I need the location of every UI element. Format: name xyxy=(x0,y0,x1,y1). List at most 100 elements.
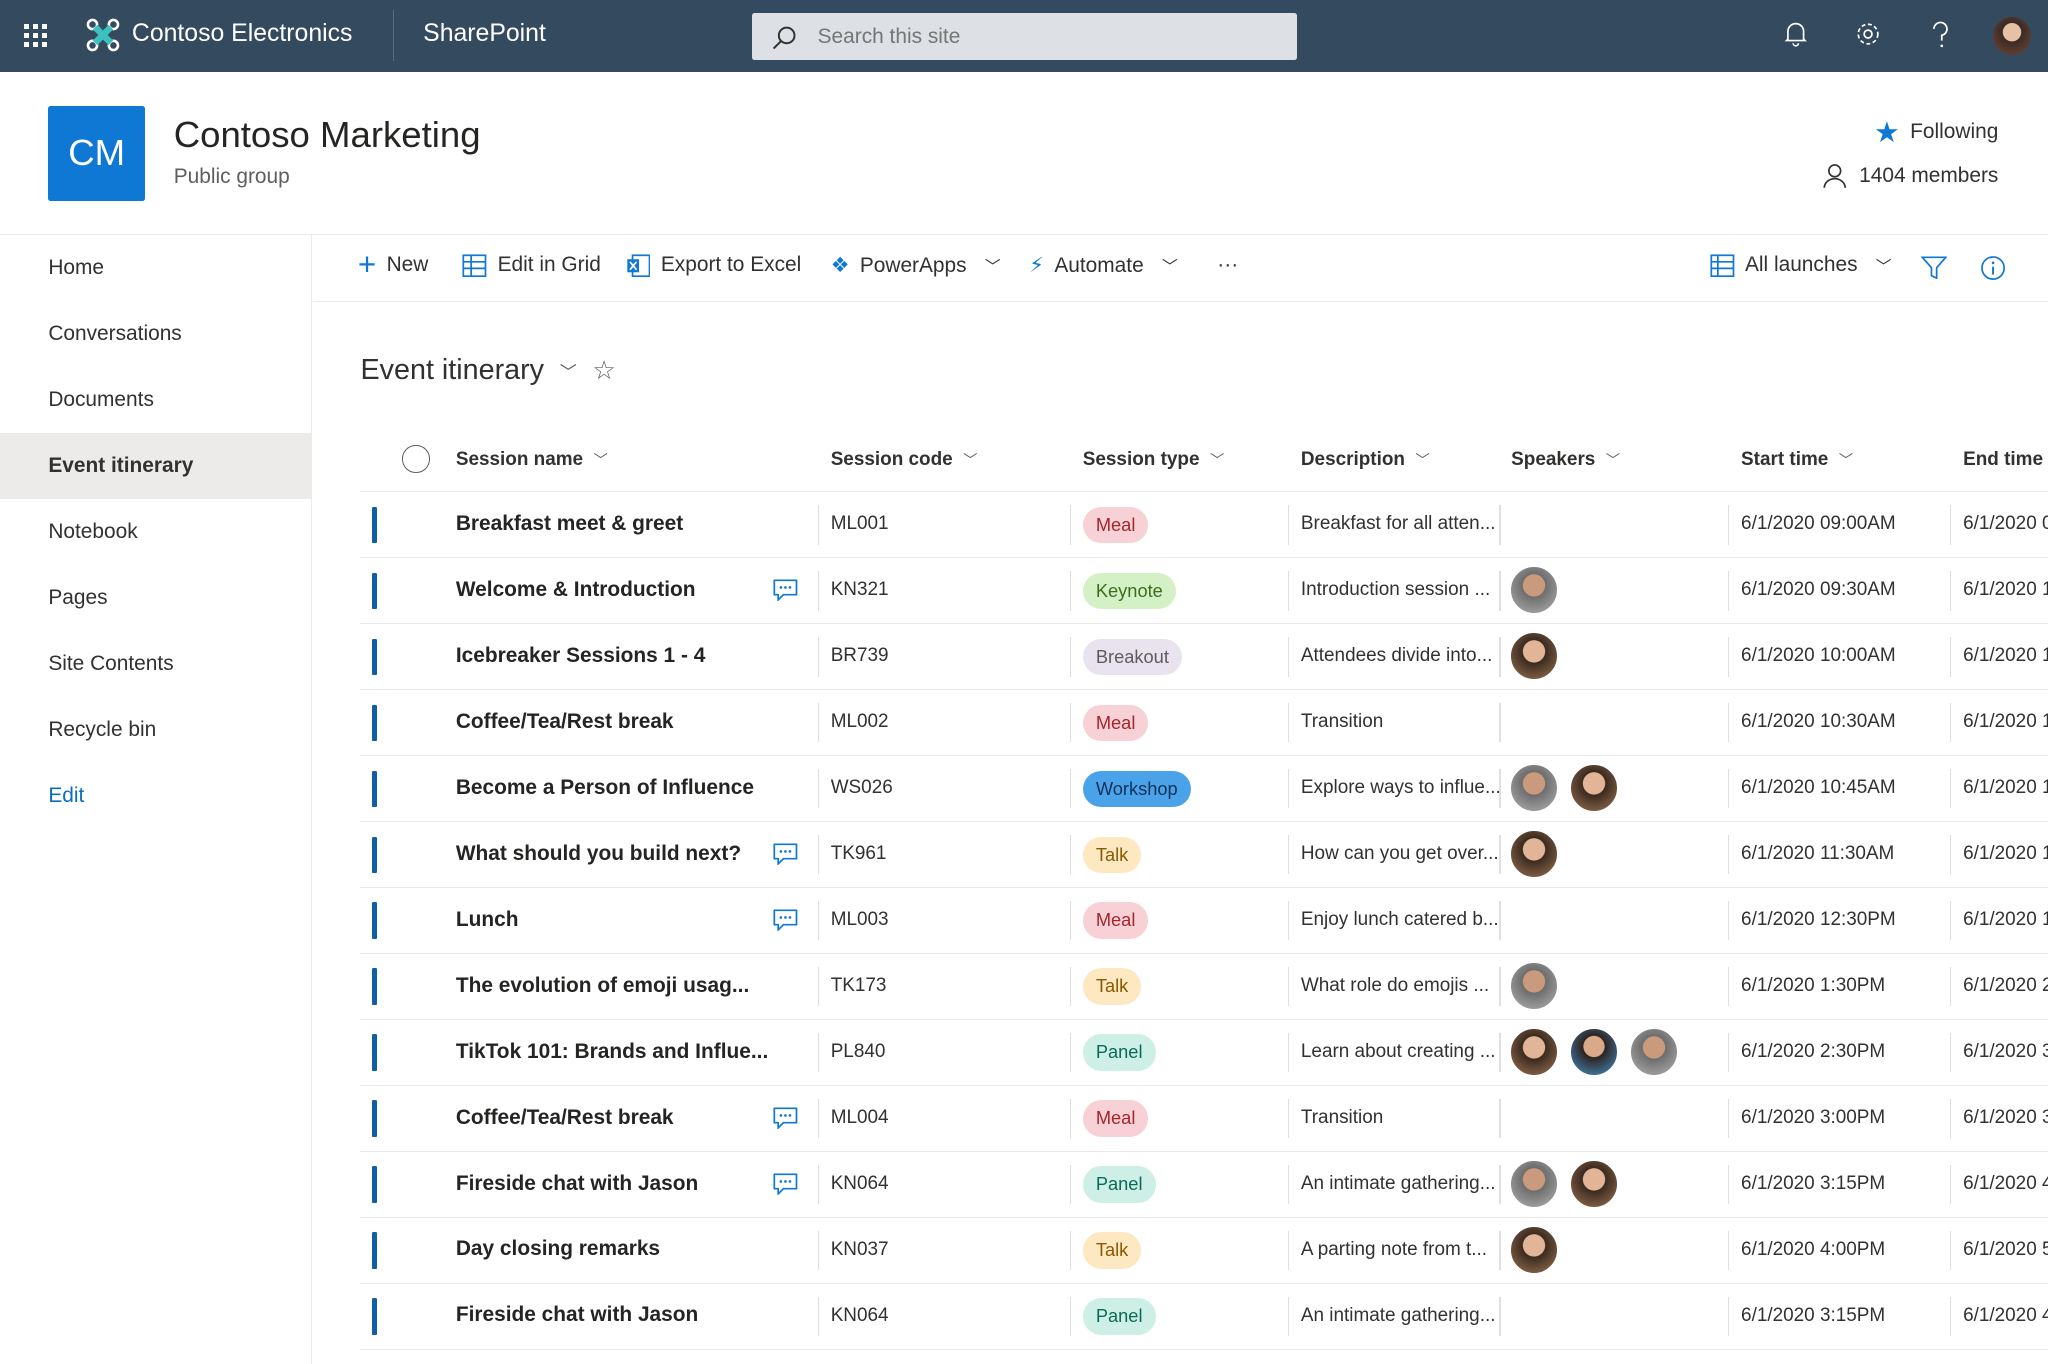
notifications-bell-icon[interactable] xyxy=(1784,21,1808,47)
powerapps-menu[interactable]: ❖ PowerApps ﹀ xyxy=(831,253,1001,278)
list-title[interactable]: Event itinerary xyxy=(360,353,545,386)
table-row[interactable]: Coffee/Tea/Rest break ML004 Meal Transition… xyxy=(360,1086,2048,1152)
chevron-down-icon: ﹀ xyxy=(1209,453,1225,470)
brand-name[interactable]: Contoso Electronics xyxy=(131,19,353,47)
session-code: BR739 xyxy=(830,645,889,667)
column-divider xyxy=(1069,967,1071,1007)
site-logo[interactable]: CM xyxy=(48,105,145,202)
column-header-end-time[interactable]: End time xyxy=(1963,449,2043,471)
speaker-avatar[interactable] xyxy=(1509,764,1559,813)
info-icon[interactable] xyxy=(1980,255,2006,281)
new-button[interactable]: + New xyxy=(358,249,429,280)
speaker-avatar[interactable] xyxy=(1509,1225,1559,1275)
table-row[interactable]: Breakfast meet & greet ML001 Meal Breakfast… xyxy=(360,492,2048,559)
app-launcher-icon[interactable] xyxy=(23,23,49,49)
column-divider xyxy=(817,1099,819,1139)
select-all-checkbox[interactable] xyxy=(402,445,430,473)
session-name[interactable]: Coffee/Tea/Rest break xyxy=(455,1105,674,1129)
column-divider xyxy=(1287,703,1290,743)
column-header-start-time[interactable]: Start time ﹀ xyxy=(1741,449,1853,471)
table-row[interactable]: Icebreaker Sessions 1 - 4 BR739 Breakout At… xyxy=(360,624,2048,691)
help-icon[interactable] xyxy=(1930,21,1951,50)
search-input[interactable] xyxy=(817,13,1275,61)
nav-item-event-itinerary[interactable]: Event itinerary xyxy=(0,432,312,499)
view-selector[interactable]: All launches ﹀ xyxy=(1710,253,1891,277)
session-type-badge: Keynote xyxy=(1082,572,1176,610)
comment-icon[interactable] xyxy=(773,843,798,871)
table-row[interactable]: Fireside chat with Jason KN064 Panel An int… xyxy=(360,1284,2048,1350)
members-button[interactable]: 1404 members xyxy=(1823,163,1998,189)
session-type-badge: Panel xyxy=(1082,1034,1156,1071)
session-name[interactable]: The evolution of emoji usag... xyxy=(455,973,750,997)
app-name[interactable]: SharePoint xyxy=(423,19,546,47)
table-row[interactable]: Lunch ML003 Meal Enjoy lunch catered b... 6/… xyxy=(360,888,2048,955)
session-name[interactable]: Icebreaker Sessions 1 - 4 xyxy=(455,643,706,667)
filter-icon[interactable] xyxy=(1921,256,1948,280)
table-row[interactable]: Day closing remarks KN037 Talk A parting no… xyxy=(360,1218,2048,1284)
session-name[interactable]: Become a Person of Influence xyxy=(455,775,754,799)
nav-item-conversations[interactable]: Conversations xyxy=(48,322,182,346)
session-name[interactable]: Fireside chat with Jason xyxy=(455,1171,699,1195)
nav-item-documents[interactable]: Documents xyxy=(48,388,154,411)
following-button[interactable]: ★ Following xyxy=(1874,115,1998,150)
session-type-badge: Meal xyxy=(1082,902,1149,940)
session-code: TK173 xyxy=(830,974,887,996)
edit-in-grid-button[interactable]: Edit in Grid xyxy=(462,253,601,277)
chevron-down-icon[interactable]: ﹀ xyxy=(559,362,577,382)
column-header-speakers[interactable]: Speakers ﹀ xyxy=(1511,449,1620,471)
speaker-avatar[interactable] xyxy=(1630,1027,1679,1077)
table-row[interactable]: Become a Person of Influence WS026 Worksho… xyxy=(360,756,2048,823)
session-name[interactable]: Breakfast meet & greet xyxy=(455,511,684,535)
table-row[interactable]: What should you build next? TK961 Talk How … xyxy=(360,822,2048,889)
session-name[interactable]: Welcome & Introduction xyxy=(455,577,696,601)
column-header-session-name[interactable]: Session name ﹀ xyxy=(456,449,608,471)
column-divider xyxy=(1069,703,1071,743)
speaker-avatar[interactable] xyxy=(1509,632,1559,681)
speaker-avatar[interactable] xyxy=(1509,961,1559,1011)
site-title[interactable]: Contoso Marketing xyxy=(173,113,481,155)
comment-icon[interactable] xyxy=(773,909,798,937)
speaker-avatar[interactable] xyxy=(1509,566,1559,615)
column-divider xyxy=(1950,1099,1952,1139)
speaker-avatar[interactable] xyxy=(1509,1027,1559,1077)
nav-edit-link[interactable]: Edit xyxy=(48,783,85,807)
column-header-session-code[interactable]: Session code ﹀ xyxy=(831,449,978,471)
table-row[interactable]: Welcome & Introduction KN321 Keynote Introd… xyxy=(360,558,2048,625)
nav-item-site-contents[interactable]: Site Contents xyxy=(48,651,174,675)
automate-menu[interactable]: ⚡ Automate ﹀ xyxy=(1029,253,1177,278)
session-name[interactable]: Fireside chat with Jason xyxy=(455,1303,699,1327)
export-to-excel-button[interactable]: Export to Excel xyxy=(626,253,801,277)
speaker-avatar[interactable] xyxy=(1509,829,1559,879)
session-name[interactable]: Coffee/Tea/Rest break xyxy=(455,709,674,733)
column-divider xyxy=(1287,769,1290,809)
settings-gear-icon[interactable] xyxy=(1855,21,1881,47)
comment-icon[interactable] xyxy=(773,1173,798,1201)
table-row[interactable]: TikTok 101: Brands and Influe... PL840 Pan… xyxy=(360,1020,2048,1086)
nav-item-recycle-bin[interactable]: Recycle bin xyxy=(48,717,157,741)
speaker-avatar[interactable] xyxy=(1569,764,1619,813)
nav-item-notebook[interactable]: Notebook xyxy=(48,519,138,543)
speaker-avatar[interactable] xyxy=(1569,1027,1619,1077)
speaker-avatar[interactable] xyxy=(1569,1159,1619,1209)
favorite-star-icon[interactable]: ☆ xyxy=(592,354,616,385)
comment-icon[interactable] xyxy=(773,579,798,607)
session-name[interactable]: Day closing remarks xyxy=(455,1237,661,1261)
table-row[interactable]: Fireside chat with Jason KN064 Panel An int… xyxy=(360,1152,2048,1218)
column-header-description[interactable]: Description ﹀ xyxy=(1301,449,1430,471)
session-name[interactable]: Lunch xyxy=(455,907,519,931)
table-row[interactable]: The evolution of emoji usag... TK173 Talk W… xyxy=(360,954,2048,1021)
session-name[interactable]: TikTok 101: Brands and Influe... xyxy=(455,1039,769,1063)
session-name[interactable]: What should you build next? xyxy=(455,841,742,865)
search-box[interactable] xyxy=(752,13,1297,61)
nav-item-pages[interactable]: Pages xyxy=(48,585,108,609)
list-table: Session name ﹀ Session code ﹀ Session type ﹀ D… xyxy=(360,427,2048,1350)
more-options-button[interactable]: ··· xyxy=(1217,253,1239,277)
speaker-avatar[interactable] xyxy=(1509,1159,1559,1209)
table-row[interactable]: Coffee/Tea/Rest break ML002 Meal Transition… xyxy=(360,690,2048,757)
chevron-down-icon: ﹀ xyxy=(984,259,1001,277)
comment-icon[interactable] xyxy=(773,1107,798,1135)
nav-item-home[interactable]: Home xyxy=(48,256,104,280)
start-time: 6/1/2020 10:00AM xyxy=(1741,645,1896,667)
user-avatar[interactable] xyxy=(1993,16,2031,55)
column-header-session-type[interactable]: Session type ﹀ xyxy=(1083,449,1225,471)
